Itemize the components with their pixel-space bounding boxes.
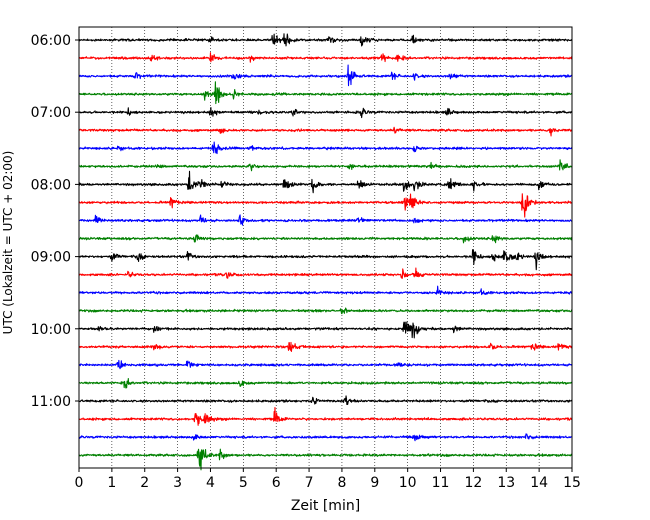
trace-1130: [78, 433, 573, 442]
trace-0930: [78, 285, 573, 296]
x-tick-label: 10: [399, 475, 417, 491]
x-tick-label: 8: [337, 475, 346, 491]
y-tick-label: 11:00: [31, 394, 71, 410]
x-tick-label: 0: [75, 475, 84, 491]
x-tick-label: 14: [530, 475, 548, 491]
y-axis-ticks: 06:00 07:00 08:00 09:00 10:00 11:00: [31, 33, 79, 410]
trace-1015: [78, 341, 573, 352]
trace-1100: [78, 395, 573, 406]
x-axis-label: Zeit [min]: [291, 498, 360, 514]
trace-1000: [78, 321, 573, 339]
x-tick-label: 7: [305, 475, 314, 491]
x-tick-label: 6: [272, 475, 281, 491]
x-tick-label: 9: [370, 475, 379, 491]
x-tick-label: 5: [239, 475, 248, 491]
trace-1030: [78, 359, 573, 370]
y-tick-label: 08:00: [31, 177, 71, 193]
x-axis-ticks: 0 1 2 3 4 5 6 7 8 9 10 11 12 13 14 15: [75, 468, 581, 491]
trace-0830: [78, 214, 573, 226]
trace-0600: [78, 33, 573, 47]
trace-0800: [78, 170, 573, 194]
plot-frame: [78, 26, 573, 469]
trace-0615: [78, 52, 573, 63]
x-tick-label: 12: [464, 475, 482, 491]
trace-0630: [78, 64, 573, 87]
x-tick-label: 1: [107, 475, 116, 491]
seismogram-traces: [78, 33, 573, 471]
x-tick-label: 3: [173, 475, 182, 491]
trace-1145: [78, 448, 573, 471]
trace-0945: [78, 307, 573, 315]
trace-0700: [78, 106, 573, 119]
trace-0915: [78, 267, 573, 279]
trace-0815: [78, 193, 573, 218]
trace-0745: [78, 159, 573, 172]
trace-1115: [78, 406, 573, 426]
y-tick-label: 07:00: [31, 105, 71, 121]
trace-0645: [78, 81, 573, 105]
x-tick-label: 4: [206, 475, 215, 491]
trace-0730: [78, 141, 573, 155]
trace-0715: [78, 126, 573, 137]
trace-1045: [78, 377, 573, 389]
y-axis-label: UTC (Lokalzeit = UTC + 02:00): [1, 151, 15, 335]
x-tick-label: 11: [432, 475, 450, 491]
y-tick-label: 10:00: [31, 322, 71, 338]
y-tick-label: 09:00: [31, 250, 71, 266]
x-tick-label: 15: [563, 475, 581, 491]
y-tick-label: 06:00: [31, 33, 71, 49]
trace-0845: [78, 234, 573, 244]
x-tick-label: 13: [497, 475, 515, 491]
trace-0900: [78, 249, 573, 271]
x-tick-label: 2: [140, 475, 149, 491]
